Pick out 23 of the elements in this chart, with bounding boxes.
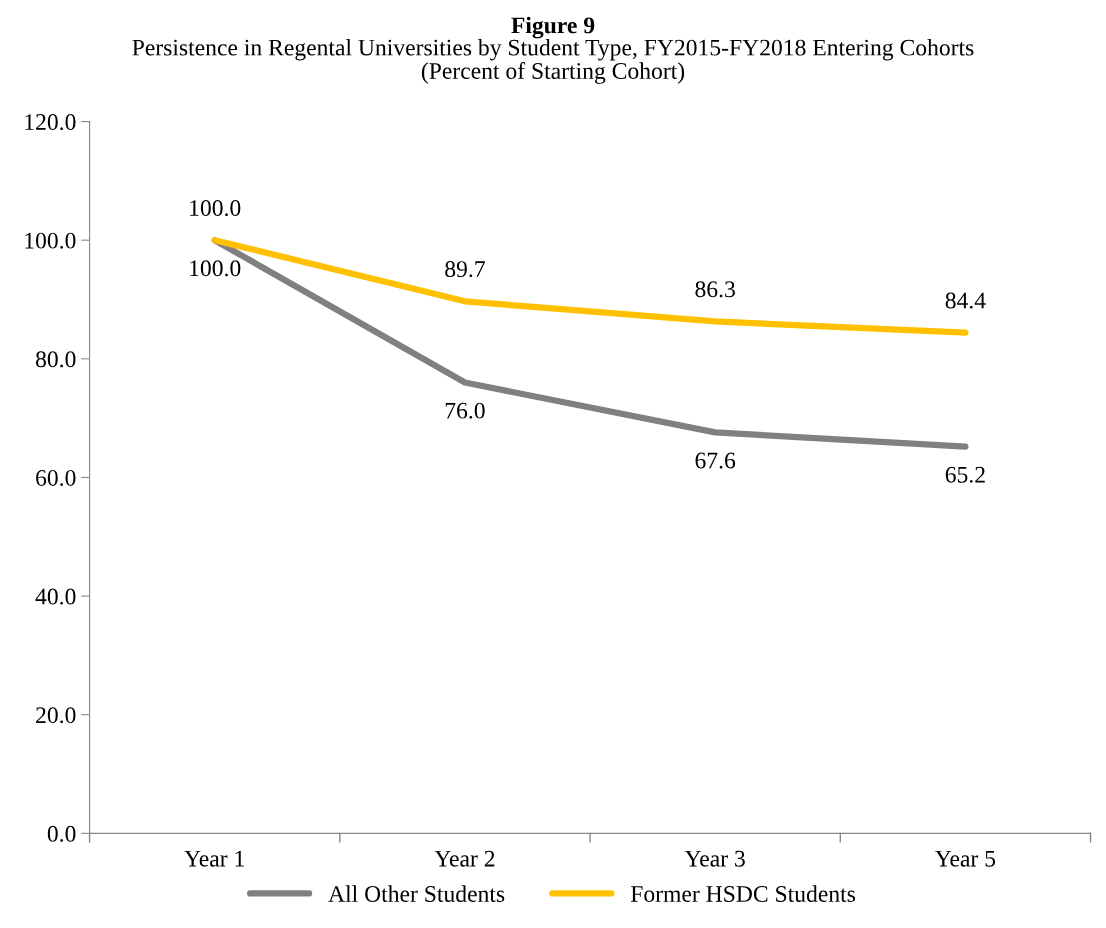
legend-label: Former HSDC Students (630, 885, 856, 902)
data-label: 67.6 (695, 452, 736, 469)
data-label: 100.0 (190, 260, 241, 277)
y-tick-label: 100.0 (25, 232, 76, 249)
y-tick-label: 20.0 (36, 707, 76, 724)
y-tick-label: 120.0 (25, 114, 76, 131)
data-label: 89.7 (445, 261, 485, 278)
x-tick-label: Year 5 (935, 850, 996, 867)
legend-label: All Other Students (328, 885, 505, 902)
data-label: 84.4 (945, 292, 986, 309)
x-tick-label: Year 3 (684, 850, 745, 867)
y-tick-label: 40.0 (35, 588, 76, 605)
data-label: 76.0 (445, 402, 485, 419)
x-tick-label: Year 2 (434, 850, 495, 867)
chart-title: Figure 9 (511, 16, 595, 39)
y-tick-label: 0.0 (47, 825, 76, 842)
data-label: 100.0 (190, 200, 241, 217)
data-label: 86.3 (695, 281, 735, 298)
y-tick-label: 60.0 (36, 469, 76, 486)
y-tick-label: 80.0 (35, 351, 76, 368)
x-tick-label: Year 1 (184, 850, 244, 867)
chart-subtitle: Persistence in Regental Universities by Student Type, FY2015-FY2018 Entering Cohorts (Percent of Starting Cohort) (132, 38, 974, 84)
data-label: 65.2 (945, 466, 985, 483)
